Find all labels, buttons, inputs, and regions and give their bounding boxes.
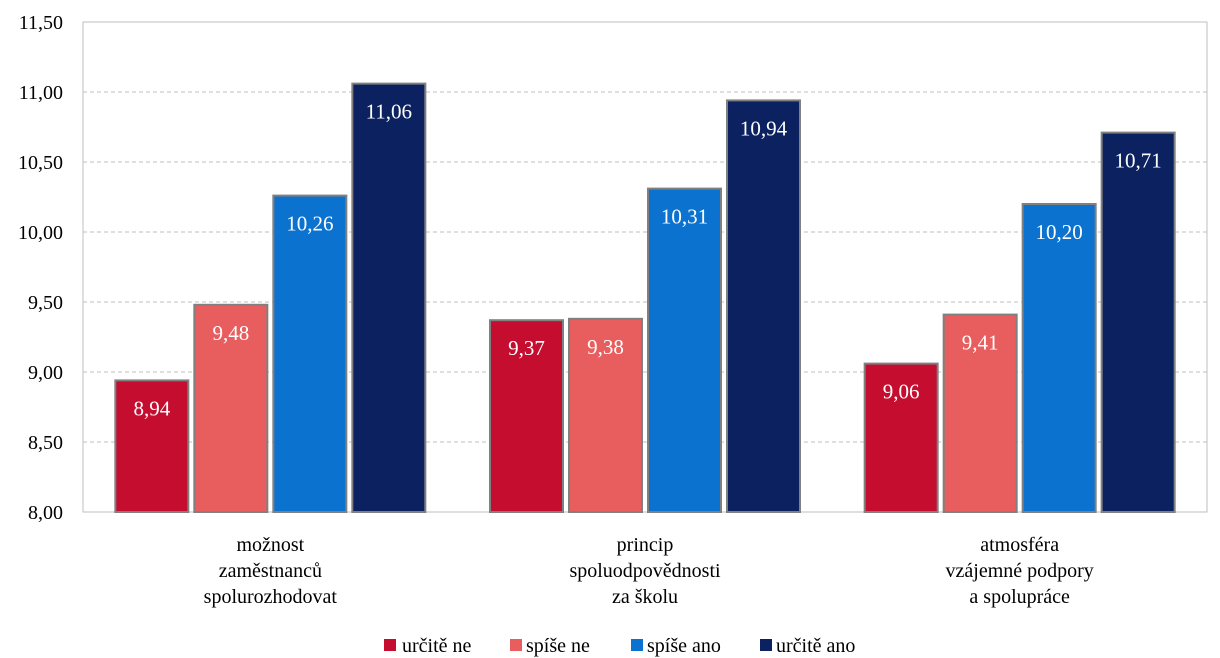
data-label: 9,06 — [883, 380, 920, 404]
y-tick-label: 11,50 — [19, 12, 63, 34]
legend-label: určitě ne — [402, 635, 472, 657]
bar — [351, 82, 427, 513]
y-tick-label: 10,00 — [18, 222, 63, 244]
y-tick-label: 10,50 — [18, 152, 63, 174]
data-label: 9,41 — [962, 331, 999, 355]
legend-label: určitě ano — [776, 635, 855, 657]
y-tick-label: 9,50 — [28, 292, 63, 314]
data-label: 10,26 — [286, 212, 333, 236]
y-tick-label: 9,00 — [28, 362, 63, 384]
x-tick-label: vzájemné podpory — [946, 560, 1094, 582]
bar — [193, 303, 269, 513]
bar — [863, 362, 939, 513]
bar — [272, 194, 348, 513]
bar — [726, 99, 801, 514]
x-tick-label: za školu — [612, 586, 678, 608]
y-tick-label: 11,00 — [19, 82, 63, 104]
x-tick-label: atmosféra — [980, 534, 1059, 556]
data-label: 9,37 — [508, 336, 545, 360]
bar — [647, 187, 722, 513]
legend-label: spíše ano — [647, 635, 721, 657]
legend-swatch — [510, 639, 522, 651]
bar — [1021, 203, 1097, 513]
data-label: 10,71 — [1115, 149, 1162, 173]
bar — [114, 379, 190, 513]
data-label: 10,20 — [1036, 220, 1083, 244]
legend-label: spíše ne — [526, 635, 590, 657]
data-label: 9,48 — [212, 321, 249, 345]
legend-swatch — [631, 639, 643, 651]
x-tick-label: spoluodpovědnosti — [569, 560, 721, 582]
data-label: 8,94 — [133, 396, 170, 420]
legend-swatch — [760, 639, 772, 651]
plot-frame — [82, 21, 1208, 513]
bar — [489, 319, 564, 514]
y-tick-label: 8,00 — [28, 502, 63, 524]
x-tick-label: možnost — [236, 534, 304, 556]
y-tick-label: 8,50 — [28, 432, 63, 454]
data-label: 10,31 — [661, 205, 708, 229]
bar — [942, 313, 1018, 513]
data-label: 11,06 — [366, 100, 412, 124]
bar — [1100, 131, 1176, 513]
data-label: 9,38 — [587, 335, 624, 359]
x-tick-label: zaměstnanců — [219, 560, 322, 582]
x-tick-label: a spolupráce — [969, 586, 1070, 608]
data-label: 10,94 — [740, 116, 788, 140]
x-tick-label: spolurozhodovat — [204, 586, 338, 608]
bar — [568, 317, 643, 513]
x-tick-label: princip — [617, 534, 674, 556]
legend-swatch — [384, 639, 396, 651]
